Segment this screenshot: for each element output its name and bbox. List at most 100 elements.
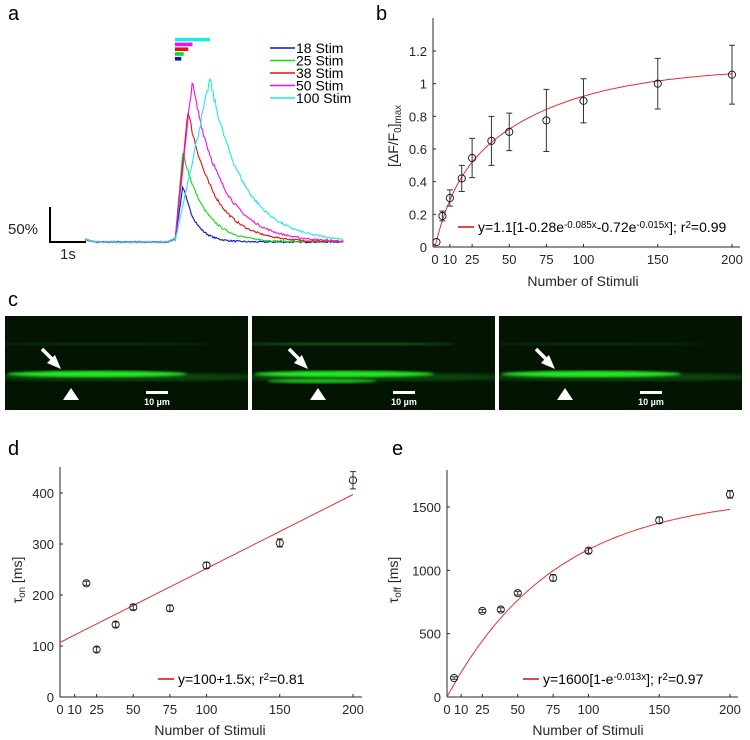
- data-point: [725, 490, 735, 499]
- error-bar: [506, 112, 513, 152]
- legend-entry-18: 18 Stim: [296, 40, 343, 56]
- y-tick-label: 0.6: [409, 142, 427, 157]
- micrograph-background: [5, 316, 248, 410]
- panel-label-a: a: [8, 3, 20, 25]
- x-tick-label: 0: [56, 702, 63, 717]
- arrow-head-icon: [541, 355, 555, 369]
- text-segment: τ: [9, 597, 25, 603]
- data-point: [542, 116, 551, 125]
- data-point: [165, 604, 174, 613]
- panel-b-chart: 0 10 25 50 75 100 150 200 0 0.2 0.4 0.6 0.8 1 1.2 Numbe…: [385, 18, 743, 289]
- text-segment: y=100+1.5x; r: [178, 671, 264, 687]
- error-bar: [112, 621, 119, 628]
- error-bar: [585, 547, 592, 554]
- y-tick-label: 300: [32, 537, 54, 552]
- y-tick-label: 1: [420, 77, 427, 92]
- text-segment: -0.015x: [636, 220, 669, 231]
- x-tick-label: 10: [454, 702, 468, 717]
- panel-d-chart: 0 10 25 50 75 100 150 200 0 100 200 300 400 Number of…: [9, 467, 364, 738]
- text-segment: 2: [685, 220, 690, 231]
- stim-bar-25: [174, 52, 184, 56]
- data-point: [82, 579, 91, 588]
- x-axis-label: Number of Stimuli: [154, 722, 265, 738]
- error-bar: [130, 604, 137, 611]
- data-point: [129, 603, 138, 612]
- x-axis-label: Number of Stimuli: [527, 273, 638, 289]
- text-segment: =0.99: [691, 219, 727, 235]
- text-segment: =0.81: [269, 671, 305, 687]
- scale-bar-x-label: 1s: [60, 246, 76, 263]
- x-tick-label: 50: [511, 702, 525, 717]
- x-tick-label: 0: [431, 252, 438, 267]
- micrograph-content: [252, 342, 495, 384]
- error-bar: [451, 676, 458, 680]
- micrograph-1: 10 µm: [5, 316, 248, 410]
- data-point: [202, 561, 211, 570]
- x-tick-label: 75: [539, 252, 553, 267]
- data-point: [450, 673, 459, 683]
- x-axis-label: Number of Stimuli: [532, 722, 643, 738]
- text-segment: -0.085x: [564, 220, 597, 231]
- scale-bar-label: 10 µm: [638, 397, 664, 407]
- text-segment: 2: [264, 672, 269, 683]
- panel-label-c: c: [8, 289, 18, 311]
- text-segment: -0.72e: [597, 219, 637, 235]
- y-tick-label: 0.2: [409, 207, 427, 222]
- panel-label-b: b: [376, 3, 387, 25]
- scale-bar-label: 10 µm: [144, 397, 170, 407]
- y-tick-label: 0.8: [409, 109, 427, 124]
- y-tick-label: 0: [47, 690, 54, 705]
- x-tick-label: 100: [196, 702, 218, 717]
- text-segment: y=1600[1-e: [543, 671, 614, 687]
- text-segment: =0.97: [668, 671, 704, 687]
- text-segment: [ms]: [385, 557, 401, 587]
- scale-bar: [640, 391, 662, 394]
- triangle-marker-icon: [310, 388, 326, 400]
- stim-bar-38: [174, 47, 189, 51]
- scale-bar-label: 10 µm: [391, 397, 417, 407]
- faint-fiber: [499, 342, 704, 346]
- y-tick-label: 0.4: [409, 175, 427, 190]
- scale-bar: [146, 391, 168, 394]
- scale-bar: [393, 391, 415, 394]
- arrow-head-icon: [47, 355, 61, 369]
- arrow-head-icon: [294, 355, 308, 369]
- data-point: [513, 589, 522, 598]
- legend-entry-50: 50 Stim: [296, 78, 343, 94]
- data-point: [275, 538, 284, 548]
- x-tick-label: 10: [67, 702, 81, 717]
- legend-entry-fit: y=1.1[1-0.28e-0.085x-0.72e-0.015x]; r2=0…: [478, 219, 727, 235]
- x-tick-label: 150: [269, 702, 291, 717]
- data-point: [549, 573, 558, 582]
- error-bar: [93, 646, 100, 653]
- data-point: [438, 211, 447, 221]
- error-bar: [469, 137, 476, 179]
- data-point: [487, 136, 496, 145]
- x-tick-label: 150: [648, 702, 670, 717]
- data-point: [92, 645, 101, 654]
- text-segment: -0.013x: [613, 672, 646, 683]
- x-tick-label: 200: [719, 702, 741, 717]
- trace-38-stim: [84, 112, 344, 244]
- micrograph-content: [499, 342, 742, 381]
- fiber-bright: [254, 370, 434, 378]
- x-tick-label: 25: [475, 702, 489, 717]
- x-tick-label: 0: [443, 702, 450, 717]
- fit-curve: [446, 508, 731, 698]
- text-segment: [ΔF/F: [385, 133, 401, 167]
- error-bar: [550, 574, 557, 582]
- micrograph-3: 10 µm: [499, 316, 742, 410]
- x-tick-label: 50: [502, 252, 516, 267]
- x-tick-label: 10: [443, 252, 457, 267]
- stim-bar-100: [174, 37, 210, 42]
- y-axis-label: τon [ms]: [9, 557, 28, 604]
- error-bar: [276, 538, 283, 548]
- data-point: [655, 516, 664, 525]
- data-point: [496, 605, 505, 614]
- faint-fiber: [252, 342, 457, 346]
- data-point: [584, 546, 593, 555]
- y-tick-label: 500: [419, 627, 441, 642]
- text-segment: 2: [662, 672, 667, 683]
